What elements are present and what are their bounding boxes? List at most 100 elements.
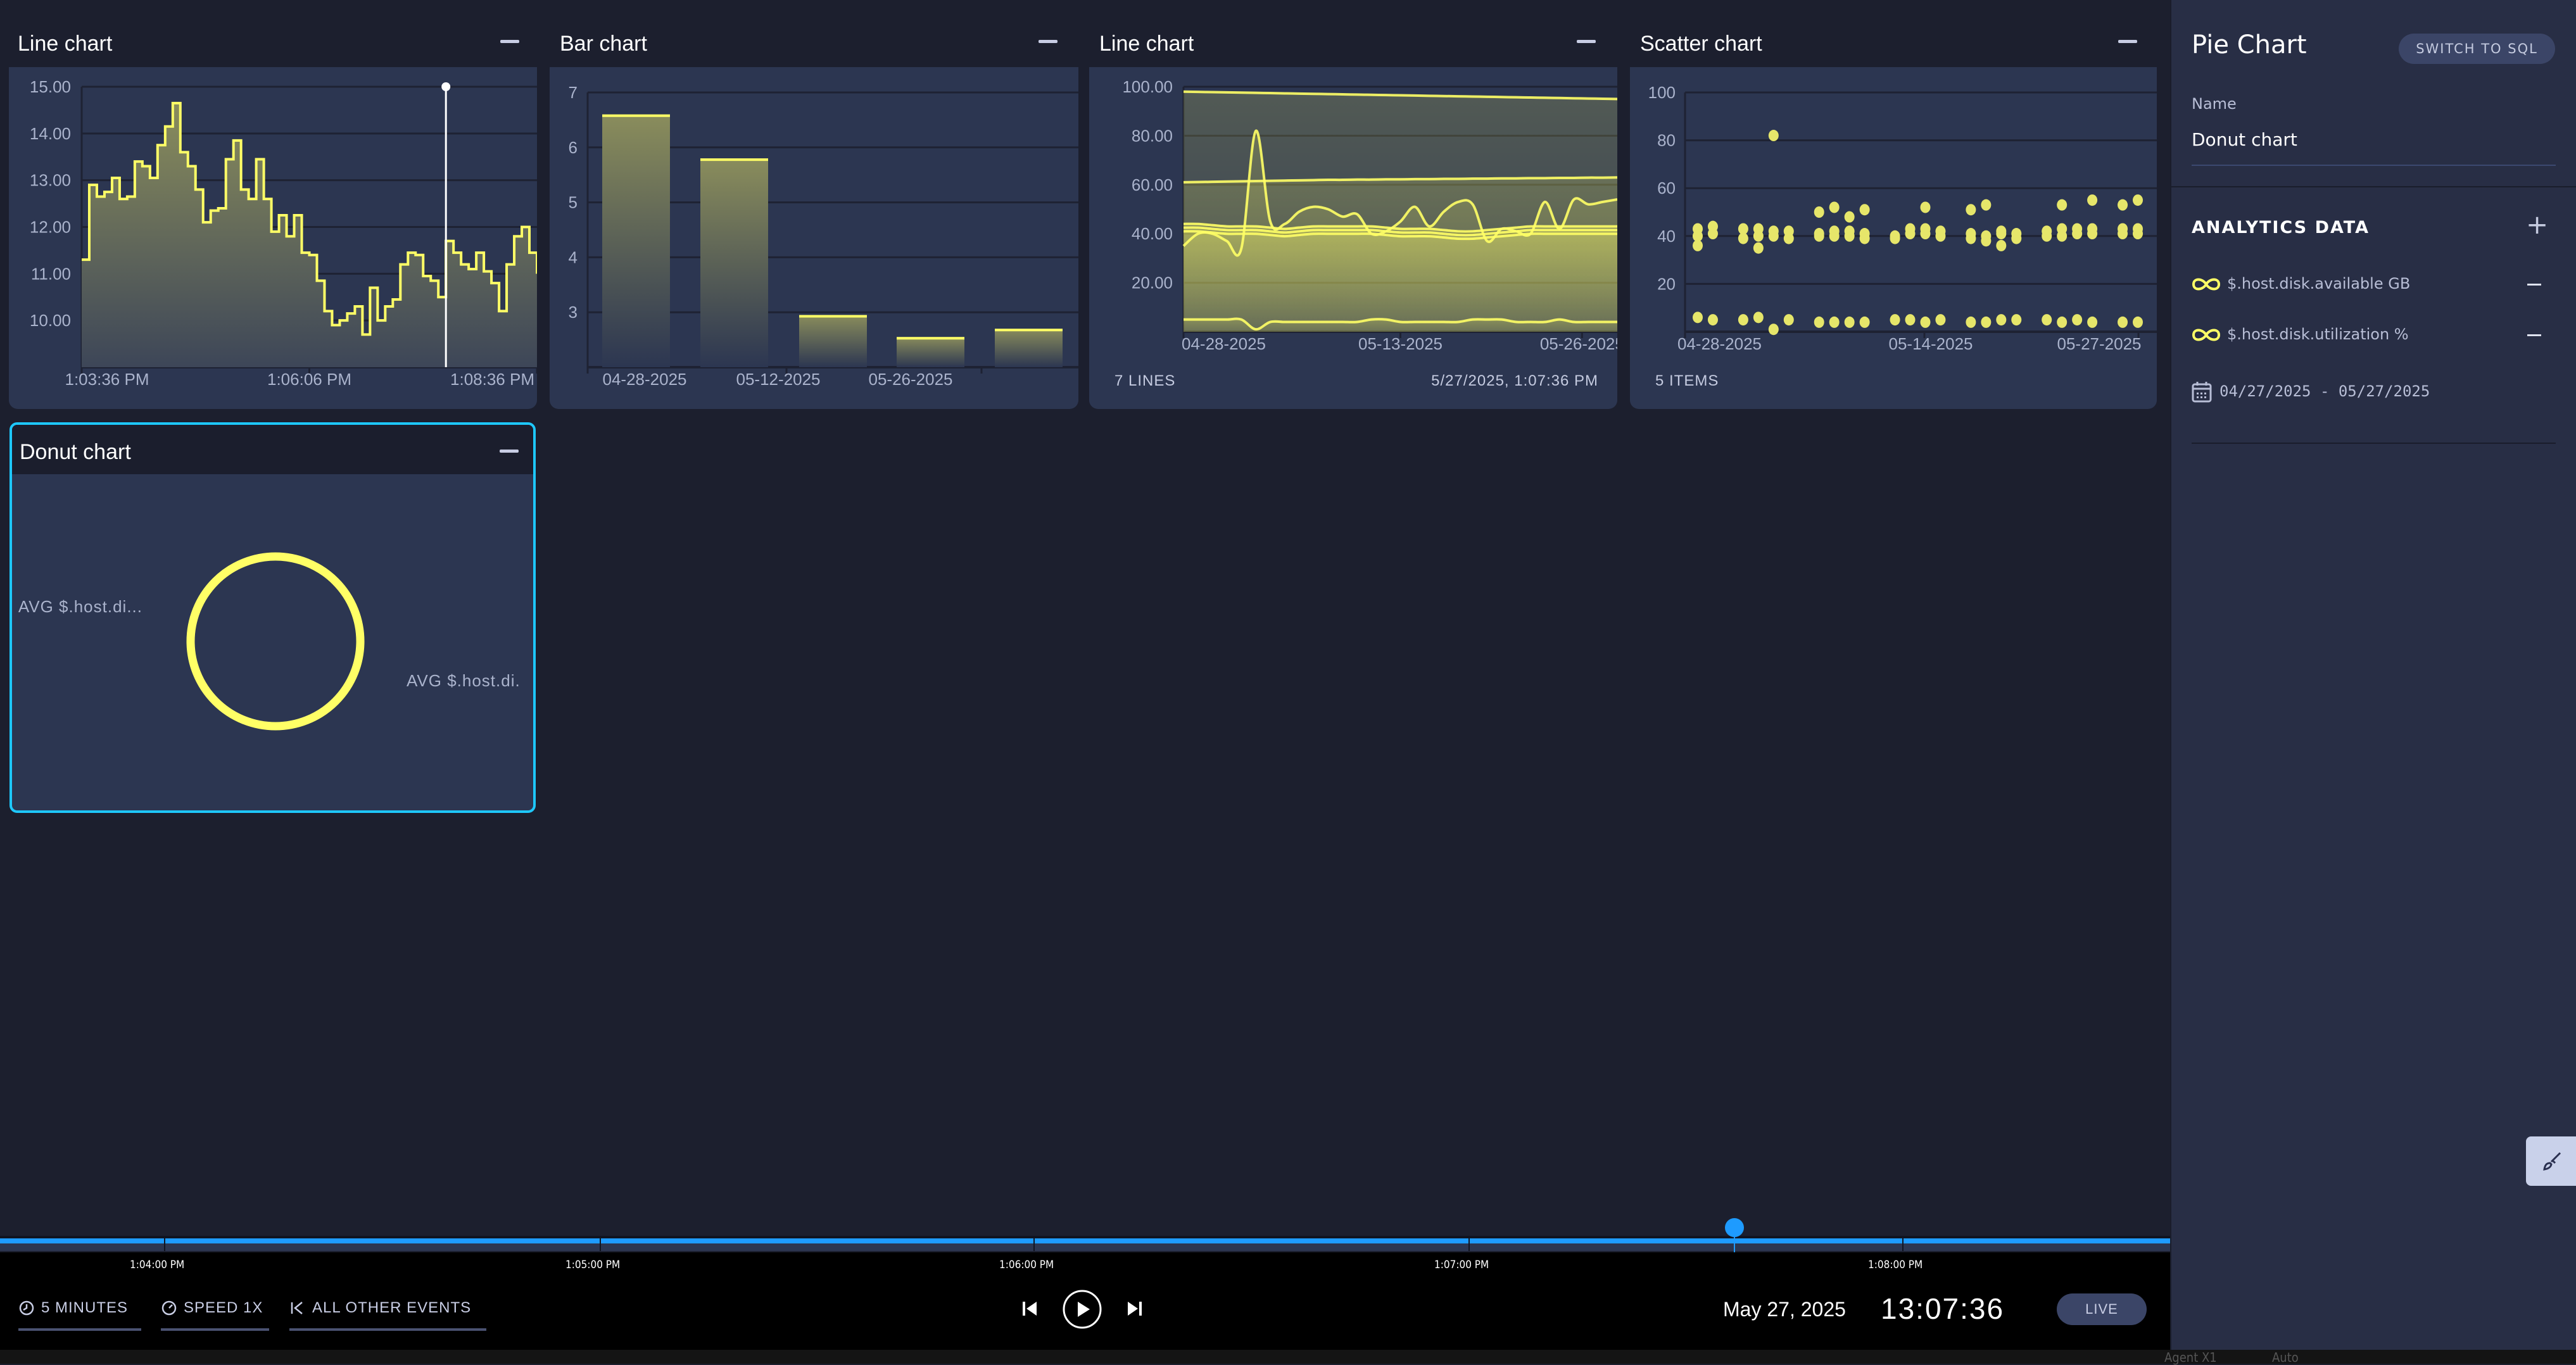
scatter-point	[1966, 232, 1976, 244]
bar	[602, 114, 670, 367]
scatter-point	[1905, 228, 1916, 240]
brush-icon	[2542, 1152, 2561, 1171]
scatter-point	[1814, 316, 1824, 328]
scatter-point	[2118, 228, 2128, 240]
line-chart-plot[interactable]: 10.00 11.00 12.00 13.00 14.00 15.00 1:03:36 PM…	[9, 67, 537, 409]
timeline[interactable]	[0, 1236, 2170, 1252]
x-tick-label: 04-28-2025	[603, 370, 687, 389]
donut-chart-card[interactable]: Donut chart AVG $.host.di... AVG $.host.d…	[9, 422, 536, 813]
series-line	[1183, 90, 1617, 101]
scatter-point	[1996, 239, 2007, 251]
x-tick-label: 04-28-2025	[1677, 334, 1762, 353]
timeline-progress	[0, 1238, 2170, 1243]
skip-previous-icon[interactable]	[1021, 1299, 1039, 1318]
scatter-point	[1920, 316, 1931, 328]
playback-bar: 1:04:00 PM 1:05:00 PM 1:06:00 PM 1:07:00…	[0, 1252, 2170, 1350]
y-tick-label: 5	[569, 193, 578, 212]
add-data-plus-icon[interactable]: +	[2526, 209, 2549, 240]
minimize-button[interactable]	[500, 450, 519, 453]
window-duration-button[interactable]: 5 MINUTES	[18, 1299, 128, 1317]
scatter-point	[1920, 201, 1931, 213]
remove-minus-icon[interactable]	[2527, 334, 2541, 336]
slice-label: AVG $.host.di...	[18, 597, 142, 616]
scatter-point	[2118, 199, 2128, 211]
bar-top	[995, 329, 1063, 332]
y-tick-label: 14.00	[30, 124, 71, 143]
card-title: Line chart	[1099, 32, 1194, 56]
scatter-point	[1829, 230, 1840, 242]
donut-slice	[186, 552, 365, 731]
skip-next-icon[interactable]	[1126, 1299, 1144, 1318]
x-tick-label: 05-26-2025	[1540, 334, 1617, 353]
scatter-point	[1783, 314, 1794, 326]
playback-time: 13:07:36	[1881, 1292, 2005, 1325]
speed-button[interactable]: SPEED 1X	[161, 1299, 263, 1317]
x-tick-label: 1:03:36 PM	[65, 370, 149, 389]
clock-icon	[19, 1300, 34, 1316]
scatter-point	[2133, 316, 2143, 328]
mode-label: Auto	[2272, 1350, 2299, 1365]
x-tick-label: 05-27-2025	[2057, 334, 2142, 353]
scatter-point	[1890, 314, 1900, 326]
scatter-point	[1707, 228, 1718, 240]
card-title: Line chart	[18, 32, 113, 56]
agent-label: Agent X1	[2164, 1350, 2217, 1365]
scatter-point	[2118, 316, 2128, 328]
analytics-item-label: $.host.disk.utilization %	[2227, 325, 2409, 343]
name-input[interactable]: Donut chart	[2192, 129, 2556, 166]
minimize-button[interactable]	[1577, 40, 1596, 43]
scatter-point	[1859, 204, 1870, 216]
scatter-point	[1768, 130, 1779, 142]
series-line	[1183, 317, 1617, 331]
minimize-button[interactable]	[500, 40, 519, 43]
scatter-point	[1859, 232, 1870, 244]
scatter-point	[1996, 228, 2007, 240]
donut-chart-plot[interactable]: AVG $.host.di... AVG $.host.di.	[12, 474, 533, 810]
scatter-point	[1753, 230, 1764, 242]
scatter-point	[1738, 223, 1748, 235]
scatter-point	[1707, 314, 1718, 326]
bar-top	[897, 337, 964, 340]
y-tick-label: 7	[569, 83, 578, 102]
scatter-point	[1966, 204, 1976, 216]
chart-timestamp: 5/27/2025, 1:07:36 PM	[1431, 372, 1598, 389]
bar	[700, 158, 768, 367]
scatter-point	[1996, 314, 2007, 326]
timeline-tick-label: 1:08:00 PM	[1868, 1259, 1923, 1271]
bar-chart-plot[interactable]: 3 4 5 6 7 04-28-2025 05-12-2025 05-26-2025	[550, 67, 1078, 409]
multi-line-chart-plot[interactable]: 20.00 40.00 60.00 80.00 100.00 04-28-2025 05-1…	[1089, 67, 1617, 409]
analytics-item[interactable]: $.host.disk.utilization %	[2192, 324, 2556, 347]
x-tick-label: 05-13-2025	[1358, 334, 1443, 353]
series-line	[1182, 129, 1617, 257]
date-range-label: 04/27/2025 - 05/27/2025	[2219, 382, 2430, 400]
y-tick-label: 40.00	[1132, 224, 1173, 243]
y-tick-label: 3	[569, 303, 578, 322]
scatter-point	[2072, 228, 2083, 240]
remove-minus-icon[interactable]	[2527, 284, 2541, 286]
scatter-point	[1844, 316, 1855, 328]
scatter-point	[1844, 211, 1855, 223]
scatter-point	[1981, 235, 1992, 247]
minimize-button[interactable]	[2118, 40, 2137, 43]
minimize-button[interactable]	[1039, 40, 1058, 43]
scatter-point	[2072, 314, 2083, 326]
scatter-point	[1768, 230, 1779, 242]
live-button[interactable]: LIVE	[2057, 1293, 2147, 1325]
speed-gauge-icon	[161, 1300, 177, 1316]
bar-top	[602, 114, 670, 117]
analytics-heading: ANALYTICS DATA	[2192, 218, 2370, 237]
play-button[interactable]	[1062, 1289, 1102, 1330]
window-duration-label: 5 MINUTES	[41, 1299, 129, 1316]
timeline-scrubber-handle[interactable]	[1725, 1218, 1744, 1237]
analytics-item[interactable]: $.host.disk.available GB	[2192, 274, 2556, 296]
slice-label: AVG $.host.di.	[407, 671, 521, 690]
timeline-tick-label: 1:05:00 PM	[565, 1259, 621, 1271]
scatter-chart-plot[interactable]: 20 40 60 80 100 04-28-2025 05-14-2025 05-27-202…	[1630, 67, 2157, 409]
bar	[799, 315, 867, 367]
style-brush-button[interactable]	[2526, 1136, 2576, 1186]
switch-to-sql-button[interactable]: SWITCH TO SQL	[2399, 34, 2555, 64]
scatter-point	[1935, 314, 1946, 326]
scatter-point	[2042, 230, 2052, 242]
date-range[interactable]: 04/27/2025 - 05/27/2025	[2192, 380, 2508, 405]
events-filter-button[interactable]: ALL OTHER EVENTS	[289, 1299, 471, 1317]
